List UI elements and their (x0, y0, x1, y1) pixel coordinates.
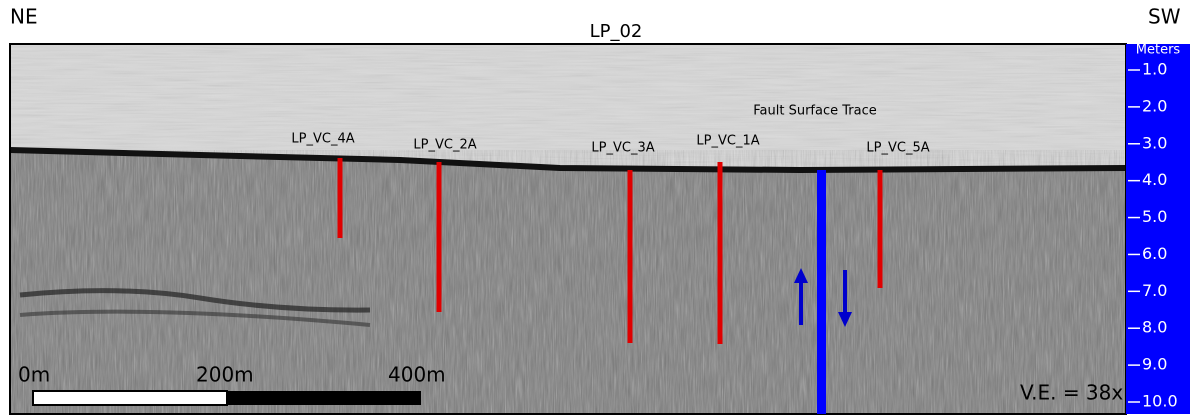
annotation: Fault Surface Trace (753, 104, 876, 119)
scale-label: 0m (18, 363, 50, 387)
depth-tick-label: 6.0 (1142, 244, 1167, 263)
depth-tick-label: 2.0 (1142, 96, 1167, 115)
core-label: LP_VC_4A (291, 132, 354, 147)
core-line (877, 170, 883, 288)
fault-arrows (794, 268, 852, 327)
fault-line (817, 170, 826, 414)
scale-label: 200m (196, 363, 254, 387)
core-line (627, 170, 633, 343)
seismic-profile (9, 43, 1127, 415)
core-line (436, 162, 442, 312)
depth-tick-label: 3.0 (1142, 133, 1167, 152)
right-label: SW (1148, 5, 1181, 29)
depth-tick-label: 7.0 (1142, 281, 1167, 300)
depth-tick-label: 5.0 (1142, 207, 1167, 226)
profile-title: LP_02 (590, 21, 643, 42)
depth-axis-unit: Meters (1136, 43, 1181, 58)
depth-tick-label: 4.0 (1142, 170, 1167, 189)
left-label: NE (10, 5, 38, 29)
scale-label: 400m (388, 363, 446, 387)
core-line (717, 162, 723, 344)
core-label: LP_VC_3A (591, 141, 654, 156)
core-label: LP_VC_1A (696, 134, 759, 149)
depth-axis-band (1126, 44, 1190, 414)
depth-tick-label: 10.0 (1142, 392, 1178, 411)
core-label: LP_VC_2A (413, 138, 476, 153)
core-line (337, 158, 343, 238)
depth-tick-label: 1.0 (1142, 60, 1167, 79)
vertical-exaggeration: V.E. = 38x (1020, 381, 1123, 405)
depth-tick-label: 8.0 (1142, 318, 1167, 337)
depth-tick-label: 9.0 (1142, 355, 1167, 374)
core-label: LP_VC_5A (866, 141, 929, 156)
scale-bar (32, 390, 421, 406)
